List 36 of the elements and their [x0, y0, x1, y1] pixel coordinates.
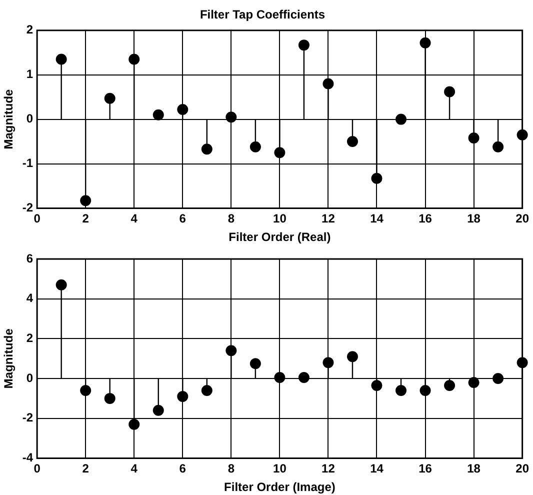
x-tick-label: 6 — [179, 212, 186, 226]
x-tick-label: 20 — [516, 462, 530, 476]
y-tick-label: -4 — [22, 450, 34, 465]
x-tick-label: 4 — [130, 212, 138, 226]
x-tick-label: 12 — [322, 212, 336, 226]
x-axis-title: Filter Order (Real) — [228, 230, 331, 244]
x-tick-label: 2 — [82, 212, 90, 226]
x-axis-title: Filter Order (Image) — [224, 480, 336, 494]
y-tick-label: -2 — [22, 410, 34, 425]
y-tick-label: -1 — [22, 156, 34, 170]
x-tick-label: 12 — [322, 462, 336, 476]
x-tick-label: 14 — [370, 212, 384, 226]
x-tick-label: 18 — [467, 462, 481, 476]
x-tick-label: 8 — [228, 462, 235, 476]
y-tick-label: 2 — [26, 22, 34, 37]
y-tick-label: 6 — [26, 251, 34, 266]
y-tick-label: 0 — [26, 112, 34, 126]
x-tick-label: 10 — [273, 212, 287, 226]
x-tick-label: 6 — [179, 462, 186, 476]
y-tick-label: 1 — [26, 67, 34, 82]
x-tick-label: 18 — [467, 212, 481, 226]
y-tick-label: 0 — [26, 370, 34, 385]
x-tick-label: 8 — [228, 212, 235, 226]
x-tick-label: 2 — [82, 462, 90, 476]
y-tick-label: 2 — [26, 330, 34, 345]
x-tick-label: 16 — [418, 462, 432, 476]
y-axis-title: Magnitude — [2, 328, 16, 389]
chart-title: Filter Tap Coefficients — [200, 8, 326, 22]
x-tick-label: 4 — [130, 462, 138, 476]
y-axis-title: Magnitude — [2, 88, 16, 150]
y-tick-label: 4 — [26, 291, 34, 306]
x-tick-label: 20 — [516, 212, 530, 226]
y-tick-label: -2 — [22, 200, 34, 215]
x-tick-label: 10 — [273, 462, 287, 476]
x-tick-label: 16 — [418, 212, 432, 226]
x-tick-label: 14 — [370, 462, 384, 476]
